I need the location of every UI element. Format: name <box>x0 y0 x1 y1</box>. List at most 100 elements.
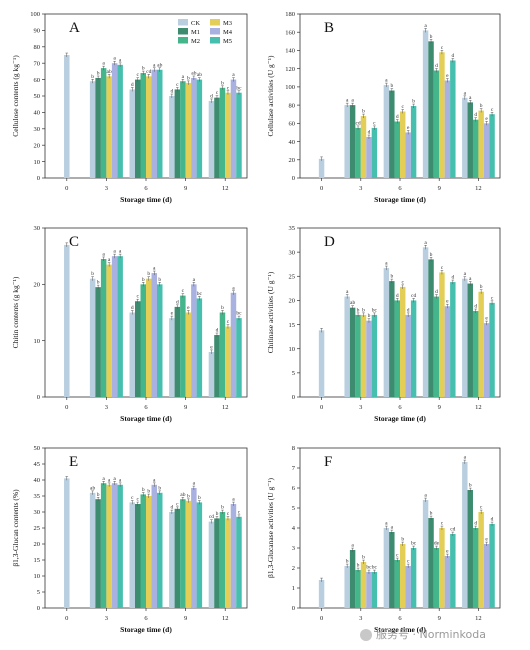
bar-ck-day0 <box>64 244 70 397</box>
bar-m1 <box>95 499 101 608</box>
bar-m5 <box>157 69 163 178</box>
bar-m3 <box>400 286 406 397</box>
x-tick-label: 12 <box>222 615 229 622</box>
bar-m2 <box>394 560 400 608</box>
significance-label: b <box>198 495 201 501</box>
x-tick-label: 0 <box>320 404 323 411</box>
significance-label: b <box>346 559 349 565</box>
x-tick-label: 0 <box>65 185 68 192</box>
bar-m2 <box>355 314 361 397</box>
significance-label: d <box>396 114 399 120</box>
y-tick-label: 80 <box>289 102 296 109</box>
y-tick-label: 10 <box>34 573 41 580</box>
significance-label: a <box>469 95 472 101</box>
y-tick-label: 3 <box>292 545 295 552</box>
bar-m4 <box>366 572 372 608</box>
significance-label: bc <box>236 311 242 317</box>
bar-m4 <box>483 544 490 608</box>
significance-label: b <box>362 555 365 561</box>
bar-m4 <box>151 484 158 608</box>
significance-label: d <box>131 82 134 88</box>
bar-ck <box>462 462 468 608</box>
bar-m3 <box>360 314 367 397</box>
bar-m4 <box>444 80 451 178</box>
y-tick-label: 15 <box>289 322 296 329</box>
x-tick-label: 0 <box>320 615 323 622</box>
y-tick-label: 25 <box>289 273 296 280</box>
bar-m1 <box>467 490 473 608</box>
bar-m4 <box>111 256 118 397</box>
x-tick-label: 3 <box>105 615 108 622</box>
bar-m3 <box>146 496 152 608</box>
bar-m4 <box>483 323 490 397</box>
bar-m3 <box>225 326 231 397</box>
y-tick-label: 5 <box>37 589 40 596</box>
bar-ck <box>169 96 175 178</box>
bar-m1 <box>428 259 434 397</box>
panel-letter: D <box>324 234 335 250</box>
significance-label: d <box>451 53 454 59</box>
significance-label: d <box>491 517 494 523</box>
bar-m1 <box>214 97 220 178</box>
bar-ck <box>383 85 390 178</box>
bar-m4 <box>230 292 237 397</box>
bar-m1 <box>214 518 220 608</box>
bar-m5 <box>117 256 123 397</box>
significance-label: a <box>113 249 116 255</box>
bar-m3 <box>225 92 231 178</box>
bar-ck <box>462 97 468 178</box>
significance-label: bc <box>197 291 203 297</box>
bar-ck <box>383 528 390 608</box>
bar-m2 <box>140 73 146 178</box>
significance-label: c <box>227 511 230 517</box>
bar-ck <box>129 89 135 178</box>
y-tick-label: 20 <box>289 157 296 164</box>
significance-label: a <box>193 277 196 283</box>
bar-m4 <box>111 483 118 608</box>
significance-label: a <box>102 251 105 257</box>
bar-m2 <box>433 548 440 608</box>
bar-m5 <box>371 572 378 608</box>
bar-ck <box>344 566 350 608</box>
y-tick-label: 80 <box>34 44 41 51</box>
bar-m1 <box>389 90 395 178</box>
y-tick-label: 10 <box>34 338 41 345</box>
y-axis-title: Chitinase activities (U g⁻¹) <box>266 271 275 353</box>
significance-label: d <box>435 63 438 69</box>
x-tick-label: 12 <box>222 404 229 411</box>
significance-label: b <box>187 75 190 81</box>
significance-label: b <box>97 280 100 286</box>
significance-label: b <box>390 83 393 89</box>
bar-m5 <box>410 300 417 397</box>
bar-m5 <box>117 64 123 178</box>
significance-label: b <box>357 563 360 569</box>
x-axis-title: Storage time (d) <box>374 195 426 204</box>
bar-m2 <box>219 512 226 608</box>
significance-label: a <box>469 276 472 282</box>
significance-label: d <box>131 305 134 311</box>
y-tick-label: 35 <box>289 225 296 232</box>
significance-label: e <box>407 125 410 131</box>
bar-ck-day0 <box>318 580 325 608</box>
y-axis-title: β1,3-Glucanase activities (U g⁻¹) <box>266 478 275 578</box>
significance-label: a <box>119 57 122 63</box>
bar-ck <box>462 278 468 397</box>
bar-m5 <box>196 502 203 608</box>
x-axis-title: Storage time (d) <box>120 625 172 634</box>
panel-letter: B <box>324 20 334 36</box>
bar-ck <box>344 296 350 397</box>
significance-label: b <box>142 277 145 283</box>
legend-label-m2: M2 <box>191 38 200 45</box>
significance-label: b <box>430 511 433 517</box>
bar-m3 <box>439 528 445 608</box>
significance-label: a <box>113 476 116 482</box>
significance-label: b <box>362 109 365 115</box>
significance-label: d <box>216 328 219 334</box>
panel-letter: E <box>69 454 78 470</box>
bar-m1 <box>174 89 181 178</box>
